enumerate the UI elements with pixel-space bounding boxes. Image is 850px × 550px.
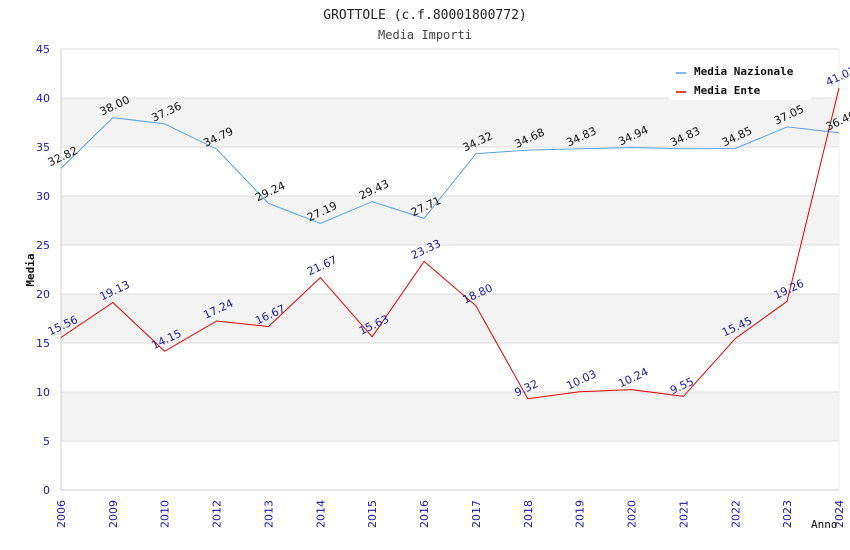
x-tick-label: 2021 (677, 500, 690, 528)
x-tick-label: 2015 (366, 500, 379, 528)
x-tick-label: 2010 (159, 500, 172, 528)
x-tick-label: 2020 (626, 500, 639, 528)
x-tick-label: 2022 (729, 500, 742, 528)
chart-title: GROTTOLE (c.f.80001800772) (323, 8, 527, 23)
y-tick-label: 0 (43, 484, 50, 497)
x-tick-label: 2009 (107, 500, 120, 528)
grid-band (61, 98, 839, 147)
legend-label-nazionale: Media Nazionale (694, 65, 794, 78)
grid-lines (61, 48, 839, 491)
x-tick-label: 2018 (522, 500, 535, 528)
x-tick-label: 2006 (55, 500, 68, 528)
data-label-ente: 21.67 (305, 253, 339, 278)
series-line-nazionale (60, 117, 840, 225)
y-tick-label: 25 (36, 239, 50, 252)
y-axis-label: Media (24, 253, 37, 286)
y-tick-label: 20 (36, 288, 50, 301)
legend-label-ente: Media Ente (694, 84, 761, 97)
y-tick-label: 5 (43, 435, 50, 448)
y-tick-labels: 0 5 10 15 20 25 30 35 40 45 (36, 43, 50, 497)
grid-band (61, 196, 839, 245)
x-tick-label: 2012 (211, 500, 224, 528)
x-axis-label: Anno (811, 518, 838, 531)
legend-box (669, 60, 811, 100)
y-tick-label: 10 (36, 386, 50, 399)
chart-subtitle: Media Importi (378, 28, 472, 42)
series-lines (60, 87, 840, 400)
data-label-nazionale: 32.82 (46, 144, 80, 169)
legend: Media Nazionale Media Ente (669, 60, 811, 100)
x-tick-label: 2013 (262, 500, 275, 528)
grid-band (61, 294, 839, 343)
data-label-ente: 10.24 (616, 365, 650, 390)
x-tick-label: 2019 (574, 500, 587, 528)
x-tick-labels: 2006 2009 2010 2012 2013 2014 2015 2016 2017 2018… (55, 500, 846, 528)
x-tick-label: 2023 (781, 500, 794, 528)
y-tick-label: 45 (36, 43, 50, 56)
y-tick-label: 15 (36, 337, 50, 350)
x-tick-label: 2024 (833, 500, 846, 528)
data-label-ente: 10.03 (564, 367, 598, 392)
y-tick-label: 30 (36, 190, 50, 203)
background-bands (61, 98, 839, 441)
x-tick-label: 2017 (470, 500, 483, 528)
data-label-ente: 41.01 (824, 64, 850, 89)
x-tick-label: 2016 (418, 500, 431, 528)
axes (60, 49, 840, 491)
grid-band (61, 392, 839, 441)
y-tick-label: 40 (36, 92, 50, 105)
series-line-ente (60, 87, 840, 400)
y-tick-label: 35 (36, 141, 50, 154)
x-tick-label: 2014 (314, 500, 327, 528)
